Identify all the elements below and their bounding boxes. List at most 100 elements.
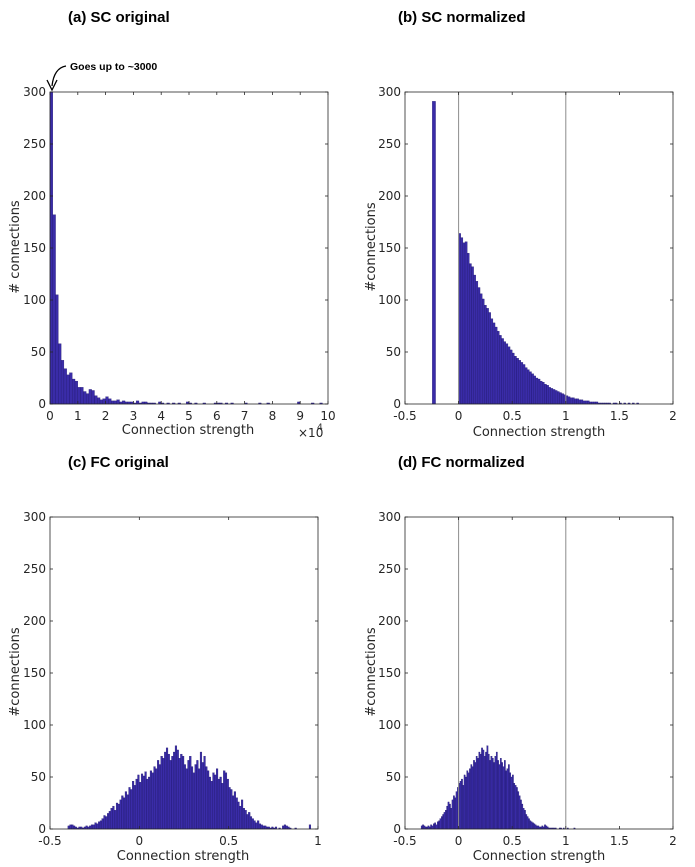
panel-title: (a) SC original bbox=[68, 9, 170, 26]
histogram-bar bbox=[148, 776, 151, 830]
histogram-bar bbox=[550, 388, 554, 405]
histogram-bar bbox=[201, 762, 204, 830]
histogram-bar bbox=[110, 808, 113, 830]
histogram-bar bbox=[501, 762, 503, 830]
histogram-bar bbox=[517, 791, 520, 830]
histogram-bars bbox=[49, 91, 323, 405]
histogram-bar bbox=[461, 778, 463, 830]
histogram-bar bbox=[582, 400, 586, 405]
y-tick-label: 250 bbox=[23, 137, 46, 151]
y-axis-label: #connections bbox=[8, 627, 23, 717]
histogram-bar bbox=[513, 783, 516, 830]
x-exponent-power: 4 bbox=[317, 423, 323, 433]
histogram-bar bbox=[228, 787, 231, 830]
panel-sc-normalized: (b) SC normalized Connection strength #c… bbox=[364, 9, 677, 440]
histogram-bar bbox=[146, 778, 149, 830]
histogram-bar bbox=[171, 756, 174, 830]
histogram-bar bbox=[497, 760, 499, 830]
histogram-bar bbox=[174, 745, 178, 830]
histogram-bar bbox=[545, 825, 548, 830]
histogram-bar bbox=[189, 756, 192, 830]
x-tick-label: 10 bbox=[320, 409, 335, 423]
histogram-bar bbox=[459, 781, 462, 830]
histogram-bar bbox=[488, 312, 491, 405]
histogram-bar bbox=[484, 305, 487, 405]
histogram-bar bbox=[499, 335, 502, 405]
histogram-bar bbox=[105, 396, 109, 405]
histogram-bar bbox=[576, 398, 579, 405]
histogram-bar bbox=[60, 360, 65, 405]
histogram-bar bbox=[463, 774, 466, 830]
histogram-bar bbox=[155, 768, 158, 830]
annotation-arrowhead bbox=[46, 79, 58, 92]
y-tick-label: 150 bbox=[378, 666, 401, 680]
histogram-bar bbox=[580, 399, 584, 405]
panel-title: (b) SC normalized bbox=[398, 9, 526, 26]
x-tick-label: 0 bbox=[455, 834, 463, 848]
y-axis-label: #connections bbox=[364, 202, 379, 292]
histogram-bar bbox=[151, 772, 154, 830]
histogram-bar bbox=[477, 758, 479, 830]
histogram-bar bbox=[157, 760, 160, 830]
histogram-bar bbox=[194, 764, 197, 830]
histogram-bar bbox=[122, 400, 126, 405]
histogram-bar bbox=[105, 816, 108, 830]
histogram-bar bbox=[516, 787, 518, 830]
histogram-bar bbox=[437, 821, 439, 830]
panel-fc-original: (c) FC original Connection strength #con… bbox=[8, 454, 322, 864]
histogram-bar bbox=[531, 373, 534, 405]
histogram-bar bbox=[469, 768, 471, 830]
histogram-bar bbox=[518, 795, 521, 830]
histogram-bar bbox=[183, 764, 186, 830]
histogram-bar bbox=[85, 825, 88, 830]
histogram-bar bbox=[167, 753, 170, 830]
histogram-bar bbox=[509, 772, 512, 830]
histogram-bar bbox=[90, 824, 94, 830]
histogram-bar bbox=[101, 818, 104, 830]
histogram-bar bbox=[434, 822, 436, 830]
histogram-bar bbox=[63, 368, 67, 405]
x-tick-label: 5 bbox=[185, 409, 193, 423]
y-tick-label: 50 bbox=[31, 770, 46, 784]
histogram-bar bbox=[474, 762, 477, 830]
histogram-bar bbox=[435, 824, 438, 830]
y-tick-label: 50 bbox=[386, 345, 401, 359]
histogram-bar bbox=[251, 818, 254, 830]
histogram-bar bbox=[83, 391, 87, 405]
histogram-bar bbox=[282, 825, 285, 830]
histogram-bar bbox=[502, 766, 505, 830]
y-tick-label: 100 bbox=[378, 718, 401, 732]
histogram-bar bbox=[180, 753, 183, 830]
histogram-bar bbox=[285, 825, 288, 830]
histogram-bar bbox=[221, 783, 224, 830]
histogram-bar bbox=[546, 385, 549, 405]
histogram-bar bbox=[478, 751, 481, 830]
histogram-bar bbox=[510, 776, 513, 830]
histogram-bar bbox=[497, 331, 500, 405]
x-tick-label: 1.5 bbox=[610, 834, 629, 848]
histogram-bar bbox=[524, 367, 528, 405]
x-axis-label: Connection strength bbox=[473, 849, 605, 864]
histogram-bar bbox=[72, 378, 76, 405]
histogram-bar bbox=[258, 823, 261, 830]
x-tick-label: 1.5 bbox=[610, 409, 629, 423]
histogram-bar bbox=[471, 766, 474, 830]
histogram-bar bbox=[482, 749, 485, 830]
histogram-bar bbox=[542, 382, 545, 405]
histogram-bar bbox=[264, 825, 267, 830]
histogram-bar bbox=[467, 772, 470, 830]
y-tick-label: 100 bbox=[23, 293, 46, 307]
histogram-bar bbox=[187, 760, 190, 830]
histogram-bar bbox=[529, 371, 532, 405]
histogram-bar bbox=[199, 751, 203, 830]
x-axis-label: Connection strength bbox=[122, 423, 254, 438]
x-tick-label: 6 bbox=[213, 409, 221, 423]
histogram-bar bbox=[92, 824, 95, 830]
histogram-bar bbox=[219, 776, 222, 830]
histogram-bar bbox=[567, 396, 571, 405]
histogram-bar bbox=[230, 789, 233, 830]
histogram-bar bbox=[77, 387, 81, 405]
histogram-bar bbox=[454, 797, 457, 830]
histogram-bar bbox=[479, 293, 483, 405]
histogram-bar bbox=[224, 772, 228, 830]
